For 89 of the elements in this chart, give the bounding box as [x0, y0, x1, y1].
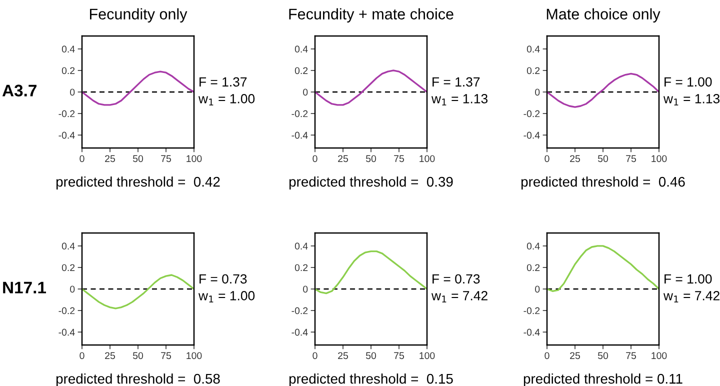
x-axis-title: predicted threshold = 0.58	[56, 374, 220, 386]
y-tick-label: 0	[535, 286, 540, 293]
y-tick-label: 0.2	[62, 264, 75, 272]
chart-title: Mate choice only	[546, 8, 660, 23]
y-tick-label: -0.2	[58, 307, 75, 314]
x-tick-label: 100	[420, 352, 435, 360]
x-tick-label: 0	[312, 155, 318, 162]
y-tick-label: -0.2	[524, 110, 540, 118]
y-tick-label: 0.4	[62, 242, 75, 250]
text: F = 1.37	[200, 77, 247, 87]
y-axis-title: N17.1	[3, 282, 46, 294]
y-tick-label: -0.4	[524, 328, 540, 336]
y-tick-label: -0.2	[524, 307, 540, 314]
x-tick-label: 75	[626, 155, 636, 162]
x-tick-label: 0	[312, 352, 318, 360]
text: w$_{1}$ = 7.42	[663, 291, 720, 302]
x-tick-label: 75	[626, 352, 636, 360]
y-axis-title: A3.7	[2, 84, 36, 96]
text: w$_{1}$ = 1.13	[663, 94, 720, 106]
y-tick-label: -0.4	[58, 328, 75, 336]
y-tick-label: 0	[303, 88, 308, 96]
x-tick-label: 50	[366, 155, 376, 162]
line-series	[82, 70, 194, 106]
y-tick-label: 0.2	[526, 67, 540, 74]
x-tick-label: 100	[652, 352, 667, 360]
x-tick-label: 25	[570, 155, 580, 162]
y-tick-label: -0.4	[58, 132, 75, 139]
x-axis-title: predicted threshold = 0.42	[56, 176, 220, 190]
text: w$_{1}$ = 1.00	[198, 94, 255, 106]
text: F = 1.37	[432, 77, 480, 87]
x-tick-label: 25	[105, 352, 115, 360]
y-tick-label: 0.4	[294, 242, 308, 250]
y-tick-label: 0	[70, 88, 75, 96]
y-tick-label: 0.4	[526, 46, 540, 53]
x-tick-label: 50	[598, 352, 608, 360]
line-series	[547, 245, 659, 292]
y-tick-label: 0.2	[294, 67, 308, 74]
x-tick-label: 75	[161, 155, 171, 162]
x-tick-label: 50	[598, 155, 608, 162]
line-series	[82, 274, 194, 310]
y-tick-label: 0.4	[294, 46, 308, 53]
text: w$_{1}$ = 7.42	[431, 291, 488, 302]
line-series	[315, 70, 427, 106]
y-tick-label: 0.2	[294, 264, 308, 272]
x-tick-label: 75	[161, 352, 171, 360]
x-tick-label: 25	[338, 352, 348, 360]
x-axis-title: predicted threshold = 0.15	[289, 374, 453, 386]
x-tick-label: 25	[105, 155, 115, 162]
x-tick-label: 50	[132, 155, 144, 162]
x-tick-label: 75	[394, 155, 404, 162]
x-tick-label: 100	[420, 155, 435, 162]
text: w$_{1}$ = 1.00	[198, 291, 255, 302]
line-series	[315, 250, 427, 294]
text: F = 1.00	[664, 77, 712, 87]
text: F = 1.00	[664, 274, 712, 284]
x-tick-label: 100	[186, 155, 202, 162]
y-tick-label: -0.2	[292, 307, 308, 314]
text: F = 0.73	[200, 274, 247, 284]
y-tick-label: 0.4	[526, 242, 540, 250]
x-tick-label: 100	[652, 155, 667, 162]
x-tick-label: 25	[570, 352, 580, 360]
x-tick-label: 0	[544, 155, 550, 162]
y-tick-label: 0.4	[62, 46, 75, 53]
y-tick-label: -0.2	[58, 110, 75, 118]
x-axis-title: predicted threshold = 0.39	[289, 176, 453, 190]
x-tick-label: 50	[366, 352, 376, 360]
y-tick-label: -0.2	[292, 110, 308, 118]
x-tick-label: 75	[394, 352, 404, 360]
line-series	[547, 72, 659, 108]
y-tick-label: -0.4	[524, 132, 540, 139]
x-axis-title: predicted threshold = 0.11	[524, 374, 682, 386]
x-axis-title: predicted threshold = 0.46	[521, 176, 685, 190]
x-tick-label: 50	[132, 352, 144, 360]
text: F = 0.73	[432, 274, 480, 284]
y-tick-label: 0	[303, 286, 308, 293]
x-tick-label: 0	[80, 352, 84, 360]
y-tick-label: -0.4	[292, 132, 308, 139]
chart-title: Fecundity only	[90, 8, 188, 23]
chart-title: Fecundity + mate choice	[289, 8, 454, 23]
x-tick-label: 0	[544, 352, 550, 360]
text: w$_{1}$ = 1.13	[431, 94, 488, 106]
y-tick-label: 0	[70, 286, 75, 293]
y-tick-label: 0.2	[526, 264, 540, 272]
y-tick-label: -0.4	[292, 328, 308, 336]
x-tick-label: 0	[80, 155, 84, 162]
y-tick-label: 0.2	[62, 67, 75, 74]
x-tick-label: 100	[186, 352, 202, 360]
x-tick-label: 25	[338, 155, 348, 162]
y-tick-label: 0	[535, 88, 540, 96]
